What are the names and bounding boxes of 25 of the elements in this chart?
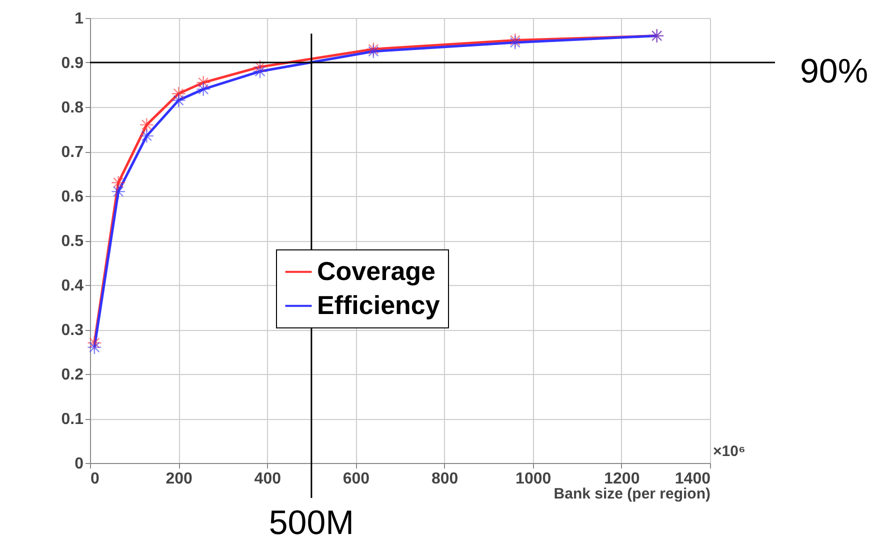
x-tick-label: 1200 — [604, 470, 640, 488]
text: ×10⁶ — [713, 443, 746, 460]
x-tick-label: 600 — [342, 470, 370, 488]
ref-line-label: 500M — [268, 504, 354, 542]
x-tick-label: 1000 — [516, 470, 552, 488]
y-tick-label: 0.6 — [61, 188, 84, 206]
x-tick-label: 200 — [166, 470, 193, 488]
y-tick-label: 0.5 — [61, 233, 84, 250]
ref-line-label: 90% — [800, 52, 868, 90]
y-tick-label: 0.9 — [61, 55, 84, 72]
x-tick-label: 1400 — [674, 470, 711, 488]
y-tick-label: 0.3 — [61, 322, 84, 339]
legend-label: Efficiency — [317, 290, 440, 320]
y-tick-label: 0.7 — [61, 144, 84, 161]
y-tick-label: 0.4 — [61, 278, 84, 294]
y-tick-label: 0 — [74, 456, 84, 472]
y-tick-label: 0.8 — [61, 100, 84, 116]
y-tick-label: 0.2 — [61, 366, 84, 384]
x-axis-title: Bank size (per region) — [554, 486, 711, 502]
y-tick-label: 0.1 — [61, 411, 84, 428]
y-tick-label: 1 — [74, 10, 84, 28]
legend-label: Coverage — [317, 256, 436, 286]
x-tick-label: 800 — [431, 470, 458, 488]
x-tick-label: 0 — [90, 470, 100, 488]
x-tick-label: 400 — [254, 470, 282, 488]
